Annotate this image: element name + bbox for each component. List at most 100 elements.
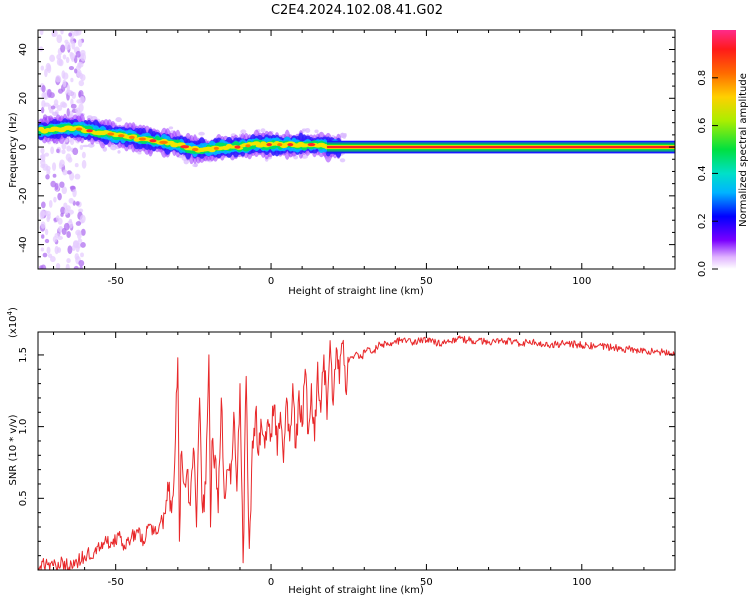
spectrogram-speckle <box>68 209 74 215</box>
spectrogram-speckle <box>304 127 311 134</box>
colorbar-gradient <box>712 30 736 269</box>
snr-y-tick-label: 1.0 <box>18 419 29 435</box>
spectrogram-speckle <box>52 162 57 171</box>
spectrogram-ridge-peak <box>180 145 190 149</box>
spectrogram-speckle <box>69 52 76 61</box>
spectrogram-y-tick-label: 0 <box>18 144 29 150</box>
spectrogram-speckle <box>68 218 73 224</box>
spectrogram-speckle <box>56 148 60 153</box>
spectrogram-speckle <box>40 107 45 114</box>
spectrogram-speckle <box>67 245 73 255</box>
spectrogram-speckle <box>71 40 76 50</box>
spectrogram-speckle <box>57 88 64 94</box>
spectrogram-speckle <box>76 71 81 78</box>
spectrogram-speckle <box>76 231 82 240</box>
spectrogram-speckle <box>260 128 266 133</box>
spectrogram-speckle <box>52 235 58 243</box>
spectrogram-speckle <box>60 30 64 35</box>
spectrogram-speckle <box>56 247 62 253</box>
spectrogram-y-tick-label: 20 <box>18 92 29 105</box>
spectrogram-speckle <box>117 150 121 154</box>
spectrogram-speckle <box>314 129 319 134</box>
spectrogram-speckle <box>50 146 55 155</box>
spectrogram-speckle <box>61 186 68 195</box>
spectrogram-speckle <box>47 64 52 74</box>
spectrogram-speckle <box>78 80 85 87</box>
spectrogram-marks <box>38 30 675 269</box>
spectrogram-speckle <box>72 147 79 156</box>
spectrogram-speckle <box>41 99 46 108</box>
spectrogram-speckle <box>39 46 44 52</box>
spectrogram-ridge-peak <box>234 145 241 149</box>
spectrogram-speckle <box>67 156 73 163</box>
snr-y-scale-factor: (x104) <box>6 307 19 338</box>
spectrogram-ridge-peak <box>128 135 135 140</box>
spectrogram-speckle <box>69 185 76 190</box>
spectrogram-speckle <box>81 151 86 159</box>
spectrogram-speckle <box>61 102 68 109</box>
spectrogram-speckle <box>75 107 81 114</box>
spectrogram-ridge-peak <box>266 143 272 147</box>
snr-x-ticks: -50 0 50 100 <box>53 332 676 588</box>
spectrogram-speckle <box>68 66 75 71</box>
spectrogram-y-tick-label: -20 <box>18 188 29 204</box>
spectrogram-speckle <box>40 147 45 154</box>
spectrogram-x-tick-label: -50 <box>108 276 124 287</box>
figure-title: C2E4.2024.102.08.41.G02 <box>271 3 443 18</box>
spectrogram-speckle <box>47 213 51 220</box>
spectrogram-speckle <box>47 253 53 258</box>
spectrogram-speckle <box>40 247 45 252</box>
spectrogram-speckle <box>79 144 84 150</box>
spectrogram-speckle <box>137 151 142 155</box>
spectrogram-ridge-peak <box>159 140 168 144</box>
spectrogram-speckle <box>80 241 86 248</box>
spectrogram-speckle <box>61 227 67 236</box>
spectrogram-speckle <box>70 77 74 83</box>
spectrogram-speckle <box>79 214 86 224</box>
spectrogram-ridge-peak <box>245 144 251 148</box>
spectrogram-speckle <box>40 164 46 169</box>
spectrogram-speckle <box>168 126 174 130</box>
spectrogram-speckle <box>339 158 346 163</box>
spectrogram-speckle <box>50 256 56 263</box>
spectrogram-speckle <box>240 129 247 134</box>
spectrogram-carrier-band <box>326 145 675 149</box>
snr-x-tick-label: 100 <box>572 577 591 588</box>
spectrogram-ridge-peak <box>277 143 283 147</box>
snr-y-tick-label: 1.5 <box>18 347 29 363</box>
spectrogram-speckle <box>50 105 56 110</box>
spectrogram-speckle <box>65 41 71 51</box>
spectrogram-speckle <box>46 88 52 98</box>
spectrogram-speckle <box>62 54 67 60</box>
spectrogram-speckle <box>42 252 48 258</box>
spectrogram-speckle <box>79 265 83 269</box>
spectrogram-ridge-peak <box>107 132 115 136</box>
spectrogram-y-ticks: -40 -20 0 20 40 <box>18 36 675 270</box>
spectrogram-x-ticks: -50 0 50 100 <box>53 30 676 287</box>
spectrogram-speckle <box>82 144 89 148</box>
spectrogram-ridge-peak <box>118 134 125 138</box>
spectrogram-y-axis-label: Frequency (Hz) <box>8 112 19 188</box>
spectrogram-speckle <box>40 264 47 269</box>
spectrogram-speckle <box>44 152 50 157</box>
spectrogram-speckle <box>62 79 67 88</box>
spectrogram-ridge-peak <box>138 137 146 141</box>
snr-x-tick-label: -50 <box>108 577 124 588</box>
spectrogram-speckle <box>77 39 83 48</box>
spectrogram-speckle <box>53 196 57 203</box>
colorbar: 0.0 0.2 0.4 0.6 0.8 Normalized spectral ampl… <box>697 30 749 277</box>
snr-y-axis-label: SNR (10 * v/v) <box>8 414 19 485</box>
spectrogram-speckle <box>74 162 79 168</box>
spectrogram-speckle <box>55 263 61 269</box>
spectrogram-speckle <box>61 142 67 150</box>
spectrogram-speckle <box>51 31 56 37</box>
spectrogram-speckle <box>50 180 56 188</box>
colorbar-label: Normalized spectral amplitude <box>738 73 749 227</box>
colorbar-tick-label: 0.2 <box>697 213 708 229</box>
colorbar-tick-label: 0.6 <box>697 118 708 134</box>
spectrogram-x-tick-label: 0 <box>268 276 274 287</box>
spectrogram-speckle <box>40 153 46 163</box>
spectrogram-speckle <box>60 44 66 53</box>
spectrogram-speckle <box>66 170 72 175</box>
